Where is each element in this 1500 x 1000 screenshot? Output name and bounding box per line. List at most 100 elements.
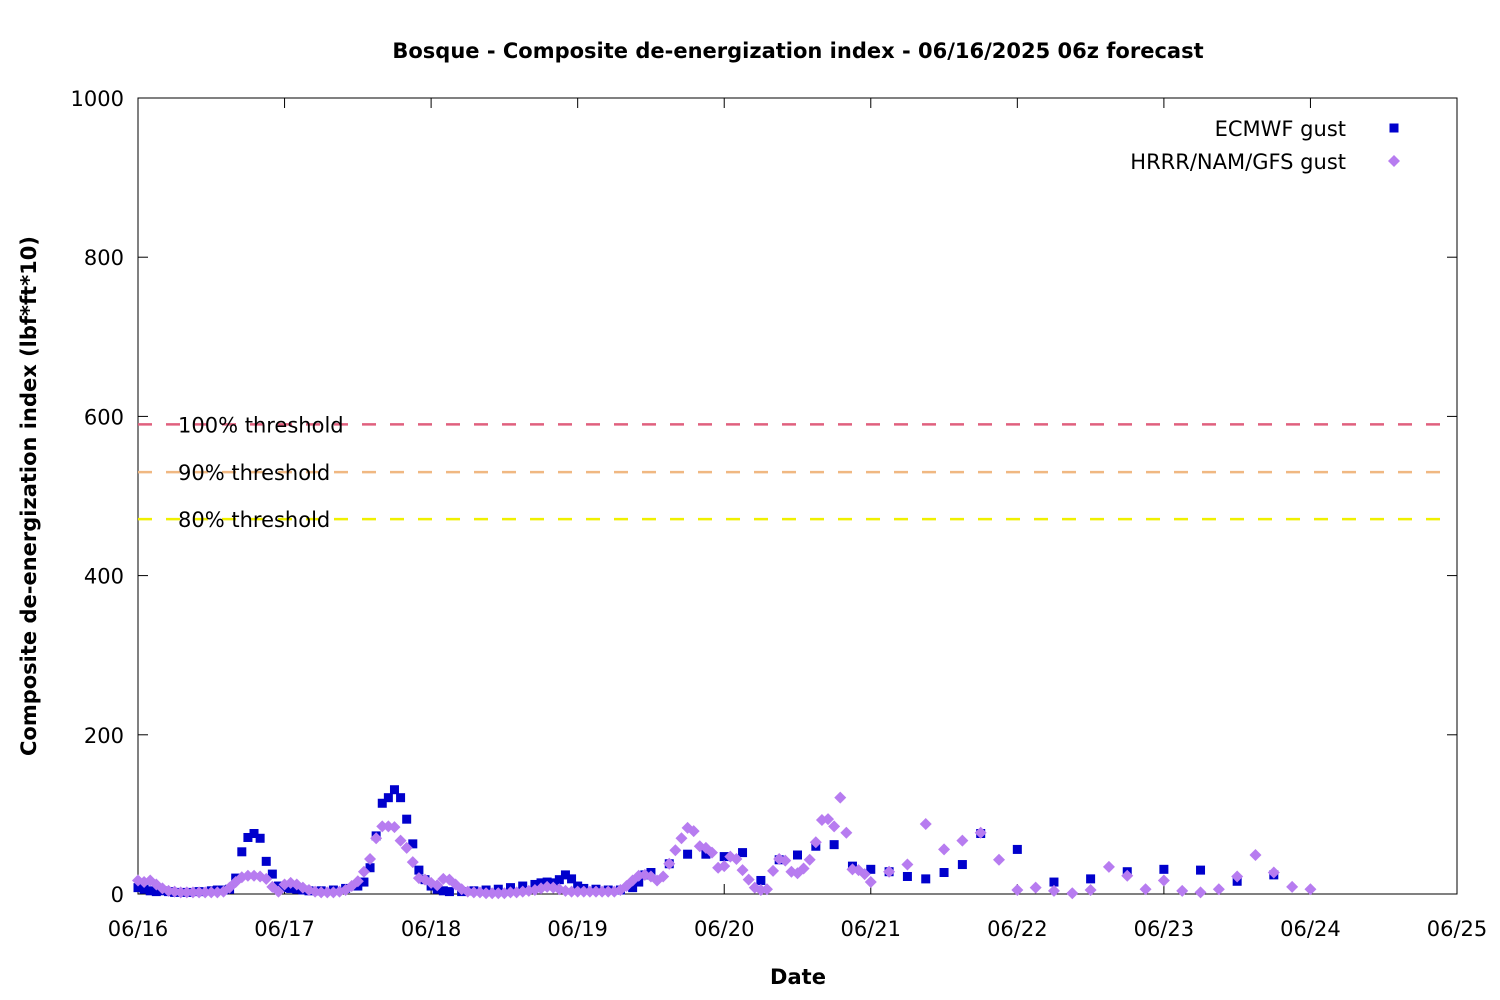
ecmwf-point	[365, 863, 375, 873]
y-tick-label: 600	[84, 405, 124, 429]
hrrr-point	[760, 883, 773, 896]
x-tick-label: 06/25	[1427, 917, 1488, 941]
hrrr-point	[321, 886, 334, 899]
ecmwf-point	[1086, 874, 1096, 884]
x-tick-label: 06/19	[547, 917, 608, 941]
ecmwf-point	[237, 847, 247, 857]
y-tick-label: 400	[84, 565, 124, 589]
hrrr-point	[180, 886, 193, 899]
hrrr-point	[480, 887, 493, 900]
legend-entry-label: ECMWF gust	[1215, 117, 1346, 141]
hrrr-point	[974, 826, 987, 839]
ecmwf-point	[957, 860, 967, 870]
hrrr-point	[956, 834, 969, 847]
hrrr-point	[1157, 874, 1170, 887]
hrrr-point	[938, 843, 951, 856]
hrrr-point	[565, 885, 578, 898]
ecmwf-point	[243, 832, 253, 842]
ecmwf-point	[628, 883, 638, 893]
hrrr-point	[858, 868, 871, 881]
ecmwf-point	[829, 840, 839, 850]
hrrr-point	[1066, 887, 1079, 900]
ecmwf-point	[756, 875, 766, 885]
ecmwf-point	[1159, 864, 1169, 874]
x-tick-label: 06/24	[1280, 917, 1341, 941]
threshold-lines: 100% threshold 90% threshold 80% threshold	[138, 413, 1441, 532]
hrrr-point	[669, 844, 682, 857]
hrrr-point	[248, 869, 261, 882]
hrrr-point	[1304, 883, 1317, 896]
hrrr-point	[492, 887, 505, 900]
legend-marker	[1388, 155, 1400, 167]
legend-entry-label: HRRR/NAM/GFS gust	[1130, 150, 1346, 174]
hrrr-point	[583, 885, 596, 898]
hrrr-point	[467, 886, 480, 899]
ecmwf-point	[267, 869, 277, 879]
ecmwf-series	[133, 785, 1279, 897]
ecmwf-point	[438, 886, 448, 896]
legend: ECMWF gust HRRR/NAM/GFS gust	[1130, 117, 1400, 174]
hrrr-point	[199, 886, 212, 899]
data-points	[132, 785, 1317, 900]
ecmwf-point	[1012, 844, 1022, 854]
ecmwf-point	[719, 852, 729, 862]
ecmwf-point	[866, 864, 876, 874]
hrrr-point	[730, 852, 743, 865]
ecmwf-point	[255, 833, 265, 843]
y-axis-label: Composite de-energization index (lbf*ft*…	[17, 236, 41, 756]
chart-title: Bosque - Composite de-energization index…	[392, 39, 1203, 63]
hrrr-point	[883, 865, 896, 878]
ecmwf-point	[902, 871, 912, 881]
hrrr-point	[186, 886, 199, 899]
hrrr-point	[1139, 883, 1152, 896]
hrrr-point	[864, 876, 877, 889]
hrrr-point	[357, 865, 370, 878]
hrrr-point	[803, 853, 816, 866]
hrrr-point	[834, 791, 847, 804]
x-tick-label: 06/20	[694, 917, 755, 941]
ecmwf-point	[389, 785, 399, 795]
ecmwf-point	[151, 887, 161, 897]
ecmwf-point	[701, 849, 711, 859]
ecmwf-point	[921, 874, 931, 884]
hrrr-point	[596, 885, 609, 898]
ecmwf-point	[1049, 877, 1059, 887]
ecmwf-point	[444, 887, 454, 897]
hrrr-point	[1286, 880, 1299, 893]
hrrr-point	[571, 885, 584, 898]
x-axis-label: Date	[770, 965, 826, 989]
axis-ticks: 06/16 06/17 06/18 06/19 06/20 06/21 06/22 06/23…	[71, 87, 1488, 941]
y-tick-label: 1000	[71, 87, 124, 111]
ecmwf-point	[261, 856, 271, 866]
hrrr-point	[1176, 884, 1189, 897]
hrrr-point	[272, 885, 285, 898]
x-tick-label: 06/22	[987, 917, 1048, 941]
hrrr-point	[840, 826, 853, 839]
x-tick-label: 06/18	[401, 917, 462, 941]
hrrr-point	[1029, 881, 1042, 894]
ecmwf-point	[939, 868, 949, 878]
x-tick-label: 06/21	[841, 917, 902, 941]
ecmwf-point	[133, 883, 143, 893]
ecmwf-point	[567, 874, 577, 884]
ecmwf-point	[249, 829, 259, 839]
hrrr-point	[1084, 884, 1097, 897]
hrrr-point	[767, 864, 780, 877]
hrrr-point	[706, 846, 719, 859]
ecmwf-point	[396, 793, 406, 803]
ecmwf-point	[383, 793, 393, 803]
hrrr-point	[406, 856, 419, 869]
x-tick-label: 06/23	[1134, 917, 1195, 941]
y-tick-label: 800	[84, 246, 124, 270]
hrrr-point	[577, 885, 590, 898]
hrrr-point	[828, 820, 841, 833]
hrrr-point	[1194, 886, 1207, 899]
threshold-label: 100% threshold	[178, 413, 344, 437]
y-tick-label: 200	[84, 724, 124, 748]
hrrr-point	[822, 813, 835, 826]
threshold-label: 80% threshold	[178, 508, 330, 532]
x-tick-label: 06/17	[254, 917, 315, 941]
hrrr-point	[1121, 869, 1134, 882]
hrrr-point	[431, 879, 444, 892]
